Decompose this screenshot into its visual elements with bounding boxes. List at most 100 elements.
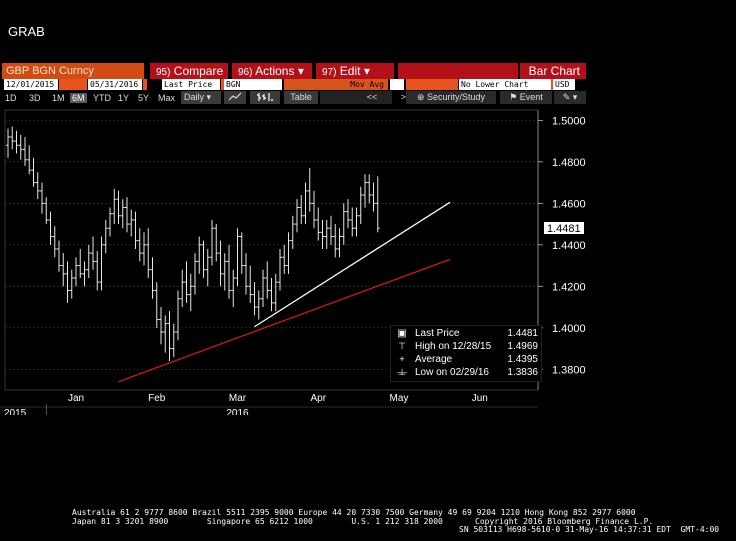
scroll-back-button[interactable]: << (366, 92, 378, 102)
price-field-select[interactable]: Last Price (162, 79, 220, 90)
ohlc-bar (52, 226, 57, 258)
period-1m-button[interactable]: 1M (52, 93, 65, 103)
period-1y-button[interactable]: 1Y (118, 93, 130, 103)
frequency-select[interactable]: Daily ▾ (181, 91, 221, 104)
date-range-separator (59, 79, 87, 90)
ohlc-bar (112, 188, 117, 225)
legend-average-label: Average (415, 354, 453, 365)
trend-lines (118, 201, 451, 383)
y-axis: 1.5000 1.4800 1.4600 1.4400 1.4200 1.4000 1.38… (537, 110, 586, 390)
ohlc-bar (205, 248, 210, 287)
edit-dropdown-icon: ▾ (363, 64, 370, 78)
toolbar-spacer (320, 91, 392, 104)
ohlc-bar (354, 207, 359, 237)
period-3d-button[interactable]: 3D (29, 93, 41, 103)
ohlc-bar (227, 244, 231, 299)
ohlc-bar (167, 311, 172, 361)
compare-button-label: Compare (173, 64, 224, 78)
ohlc-bar (303, 182, 308, 225)
period-5y-button[interactable]: 5Y (138, 93, 150, 103)
legend-low-icon: ⊥ (398, 367, 406, 377)
table-button[interactable]: Table (284, 91, 318, 104)
period-ytd-button[interactable]: YTD (93, 93, 111, 103)
field-gap (143, 79, 147, 90)
chart-type-label[interactable]: Bar Chart (520, 63, 586, 79)
legend-last-price-value: 1.4481 (507, 328, 538, 339)
ohlc-bar (235, 228, 240, 287)
ohlc-bar (61, 253, 66, 287)
ohlc-bar (210, 219, 214, 266)
ohlc-bar (150, 257, 155, 299)
x-axis: Jan Feb Mar Apr May Jun 2015 2016 (0, 393, 538, 415)
ohlc-bar (78, 248, 83, 278)
ohlc-bar (27, 145, 32, 175)
legend-average-value: 1.4395 (507, 354, 538, 365)
frequency-label: Daily (184, 92, 205, 102)
ohlc-bar (129, 209, 134, 237)
ohlc-bar (146, 228, 151, 278)
lower-chart-select[interactable]: No Lower Chart (459, 79, 551, 90)
bar-chart-toggle[interactable] (250, 91, 280, 104)
x-year-label: 2015 (4, 408, 27, 415)
period-6m-button[interactable]: 6M (70, 92, 87, 104)
mov-avg-field[interactable] (390, 79, 404, 90)
security-ticker-field[interactable]: GBP BGN Curncy (2, 63, 144, 79)
security-study-button[interactable]: ⊕ Security/Study (406, 91, 496, 104)
ohlc-bar (341, 203, 346, 245)
options-dropdown-icon: ▾ (572, 92, 578, 102)
legend-low-label: Low on 02/29/16 (415, 367, 489, 378)
line-chart-icon (228, 92, 242, 101)
y-tick-label: 1.5000 (552, 115, 586, 127)
ohlc-bar (363, 174, 367, 208)
actions-button-label: Actions (255, 64, 295, 78)
ohlc-bar (86, 244, 91, 278)
mov-avg-label: Mov Avg (284, 79, 388, 90)
ohlc-bar (23, 136, 27, 166)
y-tick-label: 1.4000 (552, 323, 586, 335)
period-1d-button[interactable]: 1D (5, 93, 17, 103)
ohlc-bar (282, 244, 287, 274)
legend-low: ⊥ Low on 02/29/16 1.3836 (395, 366, 538, 379)
source-field[interactable]: BGN (224, 79, 282, 90)
ohlc-bar (108, 207, 112, 237)
x-tick-label: Jan (68, 393, 84, 404)
currency-select[interactable]: USD (553, 79, 575, 90)
ohlc-bar (180, 269, 185, 308)
end-date-field[interactable]: 05/31/2016 (88, 79, 142, 90)
ohlc-bar (320, 219, 325, 249)
ohlc-bar (44, 197, 49, 225)
pencil-icon: ✎ (562, 92, 571, 102)
ohlc-bar (69, 269, 74, 299)
scroll-forward-button[interactable]: >> (394, 91, 418, 104)
ohlc-bar (193, 253, 197, 295)
compare-button[interactable]: 95) Compare (150, 63, 228, 79)
ohlc-bar (286, 232, 291, 274)
last-price-box (544, 222, 584, 235)
legend-high-icon: ⊤ (398, 341, 406, 351)
ohlc-bar (312, 190, 316, 229)
legend-high-label: High on 12/28/15 (415, 341, 492, 352)
line-chart-toggle[interactable] (224, 91, 246, 104)
actions-dropdown-icon: ▾ (297, 64, 304, 78)
period-max-button[interactable]: Max (158, 93, 176, 103)
chart-options-button[interactable]: ✎ ▾ (554, 91, 586, 104)
window-title: GRAB (8, 24, 45, 39)
ohlc-bar (358, 186, 363, 225)
field-gap (221, 79, 224, 90)
trendline-1 (118, 258, 451, 383)
ohlc-bar (244, 253, 248, 295)
ohlc-bar (184, 261, 189, 303)
actions-button[interactable]: 96) Actions ▾ (232, 63, 312, 79)
legend-last-price-label: Last Price (415, 328, 460, 339)
ohlc-bar (133, 211, 138, 249)
ohlc-bar (248, 265, 253, 303)
y-tick-label: 1.4200 (552, 281, 586, 293)
ohlc-bar (278, 248, 282, 291)
ohlc-bar (239, 232, 244, 274)
start-date-field[interactable]: 12/01/2015 (4, 79, 58, 90)
actions-button-number: 96) (238, 67, 253, 78)
edit-button[interactable]: 97) Edit ▾ (316, 63, 394, 79)
event-button[interactable]: ⚑ Event (500, 91, 552, 104)
ohlc-bar (222, 253, 227, 291)
ohlc-bar (188, 273, 193, 312)
